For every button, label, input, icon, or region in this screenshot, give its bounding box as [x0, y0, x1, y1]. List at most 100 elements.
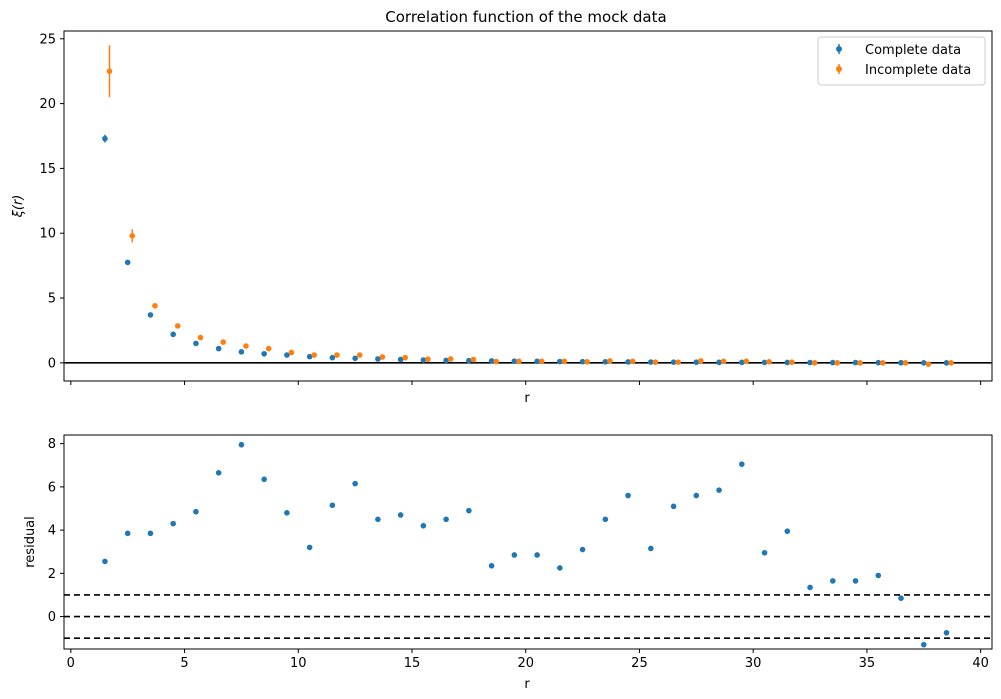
residual-axes-frame [63, 434, 993, 650]
y-tick-label: 6 [48, 480, 56, 495]
data-point [829, 578, 836, 584]
data-point [648, 359, 654, 365]
data-point [284, 352, 290, 358]
data-point [761, 359, 768, 366]
y-tick-label: 25 [39, 32, 56, 47]
correlation-plot-area [64, 45, 992, 367]
data-point [334, 352, 340, 358]
correlation-y-ticks: 0 5 10 15 20 25 [39, 32, 64, 371]
data-point [352, 480, 358, 487]
data-point [698, 358, 704, 364]
x-tick-label: 25 [631, 656, 648, 671]
data-point [152, 303, 158, 309]
data-point [356, 352, 363, 358]
data-point [943, 360, 950, 366]
residual-y-ticks: 0 2 4 6 8 [48, 437, 64, 625]
data-point [784, 528, 791, 534]
data-point [106, 68, 113, 74]
data-point [193, 508, 199, 515]
data-point [648, 545, 654, 552]
y-tick-label: 0 [48, 610, 56, 625]
data-point [306, 544, 313, 551]
data-point [306, 353, 313, 360]
series-incomplete-data [106, 45, 954, 367]
data-point [466, 507, 472, 514]
x-tick-label: 5 [180, 656, 188, 671]
data-point [265, 345, 272, 352]
data-point [538, 358, 545, 365]
data-point [329, 354, 336, 361]
data-point [902, 360, 909, 366]
data-point [652, 359, 659, 366]
y-tick-label: 15 [39, 162, 56, 177]
residual-plot-area [64, 441, 992, 648]
data-point [197, 334, 204, 341]
data-point [102, 135, 108, 142]
data-point [493, 358, 499, 365]
data-point [720, 358, 727, 365]
data-point [875, 359, 882, 366]
data-point [602, 516, 609, 523]
data-point [784, 359, 791, 366]
data-point [261, 350, 267, 357]
data-point [557, 565, 563, 571]
y-tick-label: 4 [48, 524, 56, 539]
chart-title: Correlation function of the mock data [385, 8, 666, 26]
data-point [670, 503, 677, 510]
legend-marker-icon [836, 66, 842, 72]
data-point [584, 359, 590, 365]
data-point [170, 331, 176, 338]
data-point [488, 358, 495, 364]
data-point [215, 470, 222, 476]
data-point [102, 558, 108, 565]
data-point [124, 530, 131, 537]
data-point [402, 354, 408, 361]
correlation-x-ticks [70, 381, 982, 385]
data-point [852, 359, 859, 366]
y-tick-label: 5 [48, 292, 56, 307]
legend-label-incomplete: Incomplete data [865, 63, 971, 78]
data-point [875, 572, 882, 579]
data-point [920, 360, 927, 366]
legend-marker-icon [836, 46, 842, 52]
data-point [443, 357, 449, 364]
x-tick-label: 30 [745, 656, 762, 671]
data-point [488, 562, 495, 569]
residual-x-ticks: 0 5 10 15 20 25 30 35 40 [67, 649, 989, 671]
y-tick-label: 20 [39, 97, 56, 112]
data-point [557, 358, 563, 365]
residual-panel: 0 5 10 15 20 25 30 35 40 0 2 4 6 8 r residual [23, 434, 993, 692]
data-point [789, 359, 795, 366]
y-tick-label: 10 [39, 227, 56, 242]
data-point [443, 516, 449, 523]
legend: Complete data Incomplete data [817, 36, 986, 86]
data-point [898, 595, 904, 602]
x-tick-label: 15 [404, 656, 421, 671]
data-point [629, 358, 636, 365]
data-point [238, 349, 245, 355]
data-point [261, 476, 267, 483]
data-point [561, 358, 568, 365]
data-point [193, 340, 199, 347]
x-tick-label: 0 [67, 656, 75, 671]
data-point [124, 259, 131, 266]
data-point [739, 359, 745, 366]
data-point [807, 584, 813, 591]
series-0 [102, 441, 950, 648]
legend-entry-incomplete: Incomplete data [836, 63, 971, 78]
data-point [852, 578, 859, 584]
data-point [834, 360, 841, 366]
correlation-y-axis-label: ξ(r) [11, 195, 26, 219]
data-point [743, 358, 750, 365]
data-point [898, 359, 904, 366]
data-point [420, 357, 427, 363]
data-point [766, 359, 772, 365]
y-tick-label: 8 [48, 437, 56, 452]
data-point [470, 356, 477, 363]
data-point [516, 358, 522, 365]
data-point [397, 356, 404, 363]
data-point [288, 349, 295, 356]
data-point [238, 441, 245, 448]
data-point [147, 312, 154, 318]
